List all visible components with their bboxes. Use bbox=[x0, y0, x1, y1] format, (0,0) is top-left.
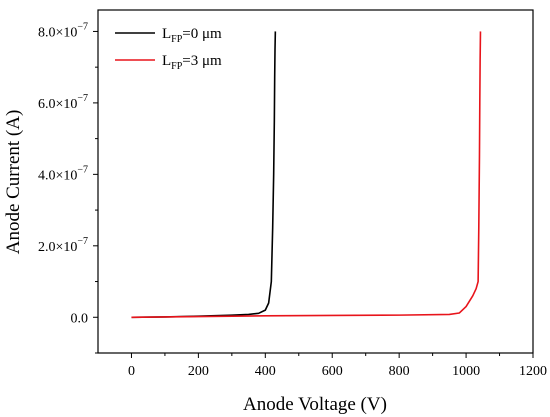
x-tick-label: 1000 bbox=[452, 364, 480, 379]
x-axis-title: Anode Voltage (V) bbox=[243, 394, 387, 415]
legend-label-tail: =0 μm bbox=[182, 26, 222, 42]
y-tick-exponent: −7 bbox=[77, 164, 88, 175]
x-tick-label: 200 bbox=[188, 364, 209, 379]
x-tick-label: 400 bbox=[255, 364, 276, 379]
y-tick-label: 6.0×10−7 bbox=[38, 93, 88, 112]
y-tick-label: 8.0×10−7 bbox=[38, 21, 88, 40]
plot-frame bbox=[97, 9, 534, 354]
legend-label-main: L bbox=[162, 53, 171, 69]
series-line-0 bbox=[131, 31, 277, 319]
x-tick-label: 1200 bbox=[519, 364, 547, 379]
y-tick-exponent: −7 bbox=[77, 21, 88, 32]
legend-label-subscript: FP bbox=[171, 34, 183, 45]
y-tick-exponent: −7 bbox=[77, 236, 88, 247]
y-tick-mantissa: 2.0×10 bbox=[38, 240, 77, 255]
legend-label-0: LFP=0 μm bbox=[162, 26, 222, 45]
y-tick-label: 4.0×10−7 bbox=[38, 164, 88, 183]
axis-ticks: 0 200 400 600 800 1000 12000.02.0×10−74.0×10−7… bbox=[38, 21, 547, 379]
y-tick-exponent: −7 bbox=[77, 93, 88, 104]
x-tick-label: 800 bbox=[389, 364, 410, 379]
legend-label-tail: =3 μm bbox=[182, 53, 222, 69]
y-tick-mantissa: 4.0×10 bbox=[38, 168, 77, 183]
y-axis-title: Anode Current (A) bbox=[3, 110, 24, 255]
y-tick-mantissa: 6.0×10 bbox=[38, 97, 77, 112]
y-tick-label: 2.0×10−7 bbox=[38, 236, 88, 255]
series-layer bbox=[131, 31, 482, 319]
y-tick-mantissa: 0.0 bbox=[71, 311, 89, 326]
x-tick-label: 0 bbox=[128, 364, 135, 379]
legend-label-main: L bbox=[162, 26, 171, 42]
y-tick-mantissa: 8.0×10 bbox=[38, 25, 77, 40]
series-line-1 bbox=[131, 31, 482, 319]
y-tick-label: 0.0 bbox=[71, 311, 89, 326]
legend-label-1: LFP=3 μm bbox=[162, 53, 222, 72]
x-tick-label: 600 bbox=[322, 364, 343, 379]
legend-label-subscript: FP bbox=[171, 61, 183, 72]
